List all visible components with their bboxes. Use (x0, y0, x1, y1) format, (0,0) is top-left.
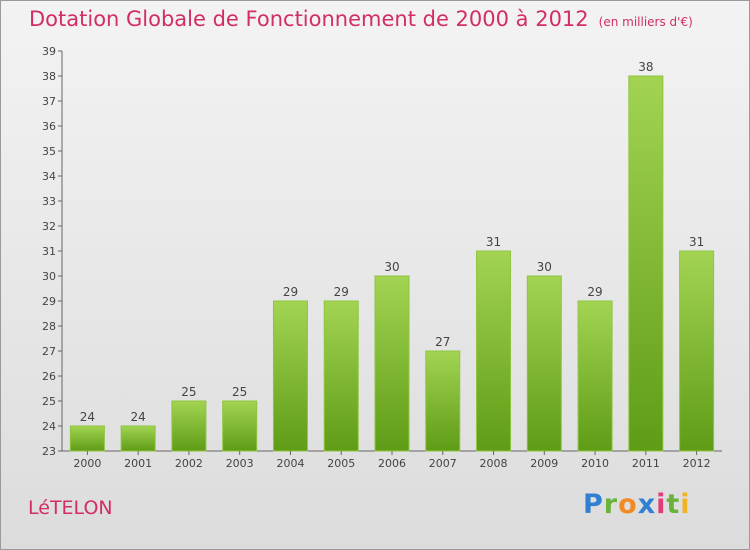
bar (577, 300, 613, 452)
x-tick-label: 2011 (632, 457, 660, 470)
bar-value-label: 31 (689, 235, 704, 249)
bar (526, 275, 562, 452)
y-tick-label: 28 (42, 320, 56, 333)
commune-name: LéTELON (28, 497, 113, 519)
bar (222, 400, 258, 452)
x-tick-label: 2010 (581, 457, 609, 470)
x-tick-label: 2012 (683, 457, 711, 470)
bar (323, 300, 359, 452)
bar (476, 250, 512, 452)
bar-value-label: 25 (232, 385, 247, 399)
bar (679, 250, 715, 452)
bar (69, 425, 105, 452)
bar-value-label: 24 (131, 410, 146, 424)
x-tick-label: 2007 (429, 457, 457, 470)
bar (171, 400, 207, 452)
y-tick-label: 39 (42, 45, 56, 58)
bar (628, 75, 664, 452)
bar-value-label: 38 (638, 60, 653, 74)
bar-value-label: 25 (181, 385, 196, 399)
bar (374, 275, 410, 452)
y-tick-label: 37 (42, 95, 56, 108)
bar-value-label: 30 (384, 260, 399, 274)
bar (272, 300, 308, 452)
bar-value-label: 29 (334, 285, 349, 299)
bar-value-label: 29 (283, 285, 298, 299)
y-tick-label: 23 (42, 445, 56, 458)
y-tick-label: 35 (42, 145, 56, 158)
y-tick-label: 36 (42, 120, 56, 133)
x-tick-label: 2004 (276, 457, 304, 470)
bar (120, 425, 156, 452)
y-tick-label: 29 (42, 295, 56, 308)
y-tick-label: 25 (42, 395, 56, 408)
y-tick-label: 32 (42, 220, 56, 233)
y-tick-label: 24 (42, 420, 56, 433)
x-tick-label: 2003 (226, 457, 254, 470)
chart-title-text: Dotation Globale de Fonctionnement de 20… (29, 7, 589, 31)
x-tick-label: 2002 (175, 457, 203, 470)
y-tick-label: 31 (42, 245, 56, 258)
bar-value-label: 30 (537, 260, 552, 274)
y-tick-label: 34 (42, 170, 56, 183)
x-tick-label: 2006 (378, 457, 406, 470)
y-tick-label: 27 (42, 345, 56, 358)
bar-value-label: 24 (80, 410, 95, 424)
proxiti-logo: Proxiti (583, 489, 691, 520)
bar-value-label: 31 (486, 235, 501, 249)
y-tick-label: 33 (42, 195, 56, 208)
y-tick-label: 26 (42, 370, 56, 383)
bar (425, 350, 461, 452)
x-tick-label: 2000 (73, 457, 101, 470)
y-tick-label: 38 (42, 70, 56, 83)
y-tick-label: 30 (42, 270, 56, 283)
bar-value-label: 27 (435, 335, 450, 349)
x-tick-label: 2005 (327, 457, 355, 470)
chart-title: Dotation Globale de Fonctionnement de 20… (29, 7, 693, 31)
unit-note: (en milliers d'€) (598, 15, 693, 29)
x-tick-label: 2009 (530, 457, 558, 470)
x-tick-label: 2001 (124, 457, 152, 470)
x-tick-label: 2008 (480, 457, 508, 470)
bar-value-label: 29 (587, 285, 602, 299)
